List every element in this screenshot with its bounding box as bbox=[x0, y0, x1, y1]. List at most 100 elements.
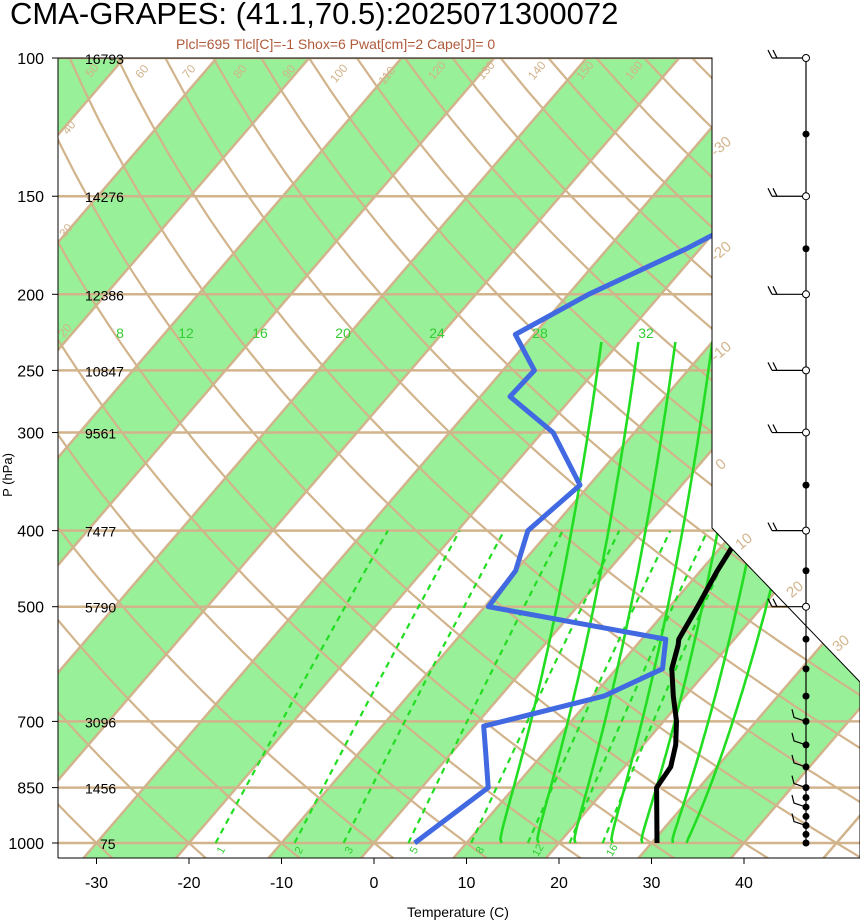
wind-barb-station bbox=[802, 192, 810, 201]
height-label: 5790 bbox=[85, 600, 116, 616]
mixing-ratio-label: 5 bbox=[408, 845, 421, 856]
plot-area bbox=[58, 58, 860, 858]
dry-adiabat bbox=[239, 58, 860, 858]
isotherm-line bbox=[324, 58, 860, 858]
wind-barb bbox=[767, 598, 803, 608]
wind-barb bbox=[767, 187, 803, 197]
height-label: 12386 bbox=[85, 287, 124, 303]
x-tick-label: 30 bbox=[643, 875, 661, 892]
height-label: 7477 bbox=[85, 524, 116, 540]
wind-barb-dot bbox=[802, 830, 810, 838]
mixing-ratio-line bbox=[470, 530, 621, 844]
isotherm-label: 0 bbox=[712, 455, 729, 473]
mixing-ratio-label: 3 bbox=[343, 845, 356, 856]
isotherm-band bbox=[58, 58, 510, 858]
height-label: 1456 bbox=[85, 781, 116, 797]
x-tick-label: -20 bbox=[177, 875, 200, 892]
dry-adiabat-label: 60 bbox=[132, 62, 152, 81]
height-label: 16793 bbox=[85, 51, 124, 67]
wind-barb bbox=[767, 49, 803, 59]
height-label: 10847 bbox=[85, 363, 124, 379]
dry-adiabat bbox=[332, 58, 860, 858]
isotherm-line bbox=[601, 58, 860, 858]
dewpoint-profile bbox=[413, 58, 860, 845]
y-axis-label: P (hPa) bbox=[0, 453, 15, 497]
isotherm-label: 10 bbox=[732, 530, 756, 554]
moist-adiabat bbox=[536, 341, 640, 844]
dry-adiabat-label: 100 bbox=[327, 61, 351, 86]
x-tick-label: -10 bbox=[270, 875, 293, 892]
wind-barb bbox=[791, 709, 807, 722]
mixing-ratio-line bbox=[568, 530, 709, 844]
wind-barb bbox=[791, 775, 807, 789]
dry-adiabat bbox=[285, 58, 860, 858]
wind-barb bbox=[791, 794, 807, 808]
dry-adiabat bbox=[58, 58, 584, 858]
moist-adiabat-label: 28 bbox=[532, 325, 548, 341]
dry-adiabat bbox=[100, 58, 860, 858]
dry-adiabat bbox=[58, 58, 860, 858]
pressure-tick-label: 150 bbox=[17, 189, 44, 206]
isotherm-line bbox=[58, 58, 696, 858]
isotherm-label: -20 bbox=[707, 238, 735, 265]
x-axis-label: Temperature (C) bbox=[407, 904, 509, 920]
wind-barb-station bbox=[802, 526, 810, 535]
wind-barb bbox=[791, 754, 807, 768]
wind-barb-station bbox=[802, 366, 810, 375]
wind-barb bbox=[767, 522, 803, 532]
pressure-tick-label: 250 bbox=[17, 363, 44, 380]
wind-barbs bbox=[767, 49, 810, 847]
isotherm-line bbox=[58, 58, 234, 858]
dry-adiabat bbox=[58, 58, 490, 858]
pressure-tick-label: 200 bbox=[17, 287, 44, 304]
pressure-tick-label: 500 bbox=[17, 600, 44, 617]
isotherm-line bbox=[58, 58, 604, 858]
wind-barb-dot bbox=[802, 692, 810, 700]
mixing-ratio-line bbox=[342, 530, 506, 844]
wind-barb-dot bbox=[802, 130, 810, 138]
pressure-tick-label: 700 bbox=[17, 714, 44, 731]
moist-adiabat-label: 16 bbox=[252, 325, 268, 341]
wind-barb-dot bbox=[802, 635, 810, 643]
moist-adiabat-label: 8 bbox=[116, 325, 124, 341]
isotherm-line bbox=[58, 58, 326, 858]
wind-barb-dot bbox=[802, 245, 810, 253]
moist-adiabat-label: 20 bbox=[335, 325, 351, 341]
wind-barb-dot bbox=[802, 481, 810, 489]
x-tick-label: 0 bbox=[370, 875, 379, 892]
dry-adiabat bbox=[146, 58, 860, 858]
dry-adiabat bbox=[378, 58, 860, 858]
mixing-ratio-label: 16 bbox=[604, 842, 621, 859]
isotherm-band bbox=[58, 58, 695, 858]
pressure-tick-label: 850 bbox=[17, 781, 44, 798]
wind-barb-dot bbox=[802, 665, 810, 673]
height-label: 75 bbox=[100, 836, 116, 852]
wind-barb-station bbox=[802, 290, 810, 299]
mixing-ratio-label: 1 bbox=[215, 845, 228, 856]
moist-adiabat-label: 12 bbox=[178, 325, 194, 341]
mixing-ratio-line bbox=[526, 530, 672, 844]
wind-barb-station bbox=[802, 602, 810, 611]
mixing-ratio-line bbox=[407, 530, 564, 844]
isotherm-line bbox=[58, 58, 511, 858]
mixing-ratio-line bbox=[293, 530, 461, 844]
height-label: 3096 bbox=[85, 714, 116, 730]
mixing-ratio-line bbox=[214, 530, 389, 844]
wind-barb bbox=[791, 732, 807, 746]
x-tick-label: 10 bbox=[458, 875, 476, 892]
dry-adiabat bbox=[58, 58, 209, 858]
height-label: 9561 bbox=[85, 426, 116, 442]
isotherm-label: 30 bbox=[829, 632, 853, 656]
dry-adiabat bbox=[193, 58, 860, 858]
isotherm-band bbox=[58, 58, 325, 858]
wind-barb-dot bbox=[802, 812, 810, 820]
moist-adiabat bbox=[610, 341, 714, 844]
wind-barb bbox=[791, 813, 807, 827]
pressure-tick-label: 1000 bbox=[8, 836, 44, 853]
wind-barb-dot bbox=[802, 839, 810, 847]
pressure-tick-label: 100 bbox=[17, 51, 44, 68]
dry-adiabat-label: 140 bbox=[525, 58, 549, 83]
x-tick-label: 40 bbox=[735, 875, 753, 892]
mixing-ratio-label: 12 bbox=[530, 842, 547, 859]
